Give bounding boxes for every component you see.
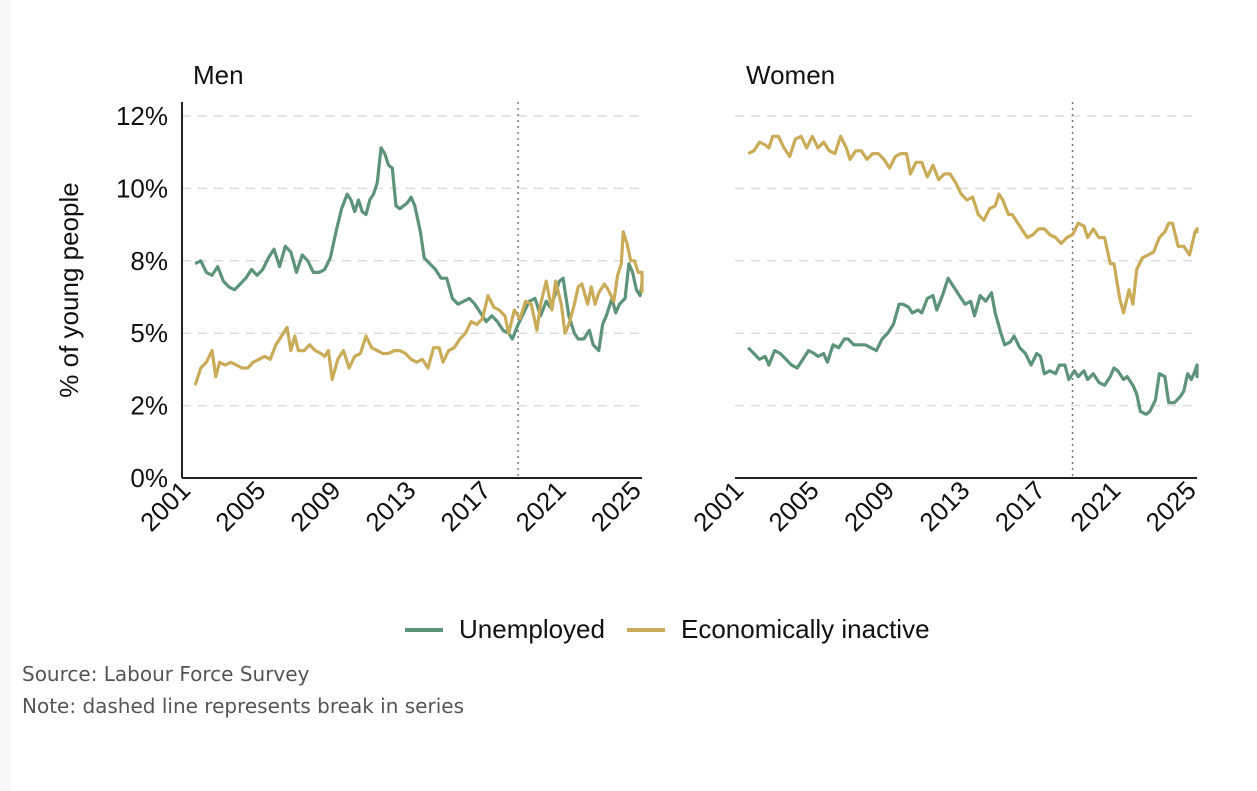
x-tick-label: 2009 [284,475,346,537]
y-axis-label: % of young people [54,182,84,397]
x-tick-label: 2017 [435,475,497,537]
legend-label-unemployed: Unemployed [459,614,605,644]
legend-swatch-unemployed [405,627,443,632]
legend-swatch-inactive [626,627,665,632]
x-tick-label: 2013 [913,475,975,537]
y-tick-label: 8% [130,246,168,276]
y-tick-label: 0% [130,463,168,493]
series-line-inactive [193,230,644,386]
x-tick-label: 2009 [838,475,900,537]
break-note: Note: dashed line represents break in se… [22,694,464,718]
x-tick-label: 2001 [687,475,749,537]
source-note: Source: Labour Force Survey [22,662,310,686]
panel-women: 2001 2005 2009 2013 2017 2021 2025 Women [687,60,1202,537]
x-tick-label: 2025 [1140,475,1202,537]
panel-title: Men [193,60,244,90]
legend-label-inactive: Economically inactive [680,614,930,644]
chart-figure: 0% 2% 5% 8% 10% 12%% of young people 2001 2005 2… [10,0,1257,791]
series-line-unemployed [747,276,1199,416]
x-tick-label: 2013 [359,475,421,537]
x-tick-label: 2021 [1064,475,1126,537]
y-tick-label: 10% [116,173,168,203]
y-tick-label: 2% [130,391,168,421]
panel-title: Women [746,60,835,90]
y-tick-label: 12% [116,101,168,131]
legend-item-unemployed: Unemployed [405,614,605,645]
x-tick-label: 2017 [989,475,1051,537]
x-tick-label: 2021 [510,475,572,537]
x-tick-label: 2005 [763,475,825,537]
legend: Unemployed Economically inactive [405,614,952,645]
x-tick-label: 2005 [209,475,271,537]
x-tick-label: 2025 [585,475,647,537]
series-line-unemployed [194,146,644,353]
legend-item-inactive: Economically inactive [626,614,930,645]
series-line-inactive [747,134,1199,315]
y-tick-label: 5% [130,318,168,348]
